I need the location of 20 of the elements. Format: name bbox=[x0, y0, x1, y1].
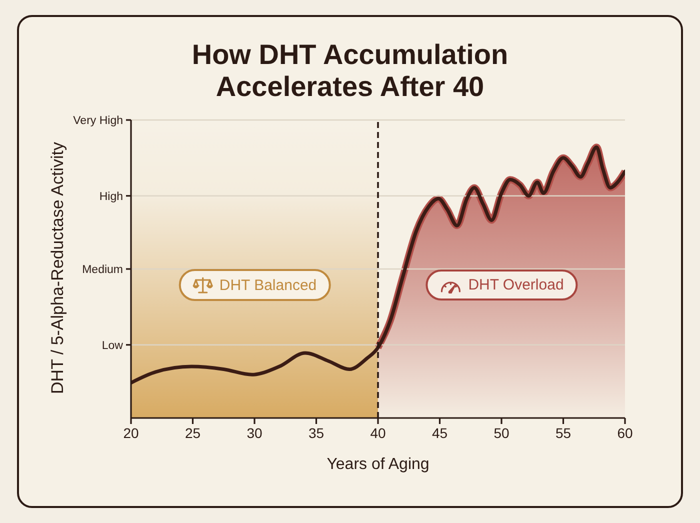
label-pill: DHT Balanced bbox=[178, 269, 331, 302]
x-tick-label: 30 bbox=[246, 424, 262, 441]
x-tick-label: 35 bbox=[308, 424, 324, 441]
ref-line-label: Low bbox=[102, 340, 124, 352]
label-pill: DHT Overload bbox=[425, 270, 578, 301]
x-tick-label: 20 bbox=[123, 424, 139, 441]
x-tick-label: 40 bbox=[370, 424, 386, 441]
ref-line-label: High bbox=[99, 190, 123, 203]
annotation: DHT Overload bbox=[468, 276, 564, 294]
x-tick-label: 45 bbox=[432, 424, 448, 441]
ref-line-label: Very High bbox=[73, 115, 123, 128]
x-tick-label: 25 bbox=[184, 424, 201, 441]
x-axis-title: Years of Aging bbox=[326, 456, 430, 474]
annotation: DHT Balanced bbox=[219, 276, 317, 294]
x-tick-label: 55 bbox=[555, 424, 572, 441]
x-tick-label: 60 bbox=[617, 424, 633, 441]
x-tick-label: 50 bbox=[494, 424, 510, 441]
ref-line-label: Medium bbox=[82, 264, 123, 276]
chart-title: How DHT Accumulation Accelerates After 40 bbox=[190, 39, 510, 103]
y-axis-title: DHT / 5-Alpha-Reductase Activity bbox=[47, 141, 68, 396]
